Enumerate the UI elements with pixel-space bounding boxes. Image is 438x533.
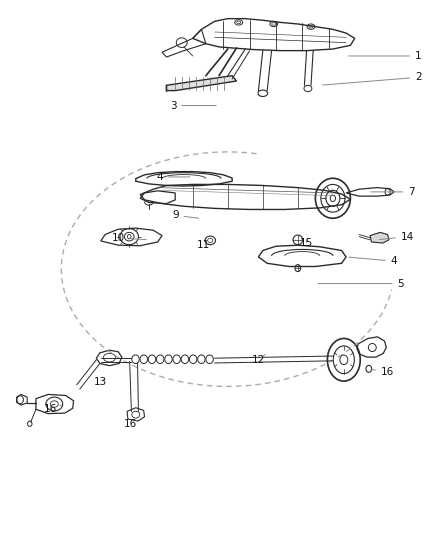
Text: 15: 15: [300, 238, 313, 247]
Text: 4: 4: [156, 172, 190, 182]
Text: 2: 2: [322, 72, 422, 85]
Text: 4: 4: [349, 256, 398, 266]
Text: 5: 5: [318, 279, 404, 288]
Text: 9: 9: [172, 211, 199, 220]
Text: 1: 1: [349, 51, 422, 61]
Text: 14: 14: [379, 232, 414, 241]
Polygon shape: [370, 232, 389, 243]
Text: 16: 16: [371, 367, 394, 377]
Text: 12: 12: [252, 354, 265, 365]
Text: 11: 11: [197, 240, 210, 250]
Polygon shape: [166, 76, 237, 91]
Text: 16: 16: [44, 404, 61, 414]
Text: 16: 16: [124, 419, 137, 429]
Text: 7: 7: [371, 187, 415, 197]
Text: 3: 3: [170, 101, 216, 110]
Text: 10: 10: [112, 233, 146, 243]
Text: 13: 13: [94, 377, 107, 387]
